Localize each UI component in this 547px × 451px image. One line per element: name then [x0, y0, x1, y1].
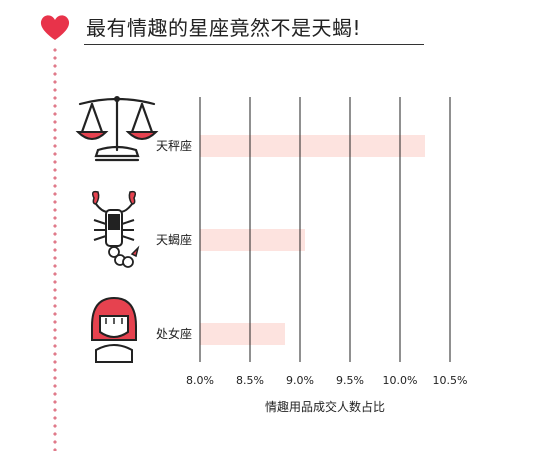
- dotted-line: [53, 46, 57, 451]
- x-tick-label: 10.5%: [433, 374, 468, 387]
- category-label: 天蝎座: [156, 232, 192, 247]
- category-label: 处女座: [156, 326, 192, 341]
- x-tick-label: 8.0%: [186, 374, 214, 387]
- category-label: 天秤座: [156, 138, 192, 153]
- bar: [200, 229, 305, 251]
- x-tick-label: 9.5%: [336, 374, 364, 387]
- scorpion-icon: [91, 190, 140, 268]
- heart-icon: [40, 15, 70, 40]
- x-axis-label: 情趣用品成交人数占比: [264, 400, 385, 414]
- title-underline: [84, 44, 424, 45]
- virgo-girl-icon: [91, 296, 137, 363]
- bar: [200, 323, 285, 345]
- bar: [200, 135, 425, 157]
- x-tick-label: 10.0%: [383, 374, 418, 387]
- x-tick-label: 9.0%: [286, 374, 314, 387]
- page-title: 最有情趣的星座竟然不是天蝎!: [86, 16, 362, 40]
- libra-scale-icon: [75, 96, 159, 162]
- x-tick-label: 8.5%: [236, 374, 264, 387]
